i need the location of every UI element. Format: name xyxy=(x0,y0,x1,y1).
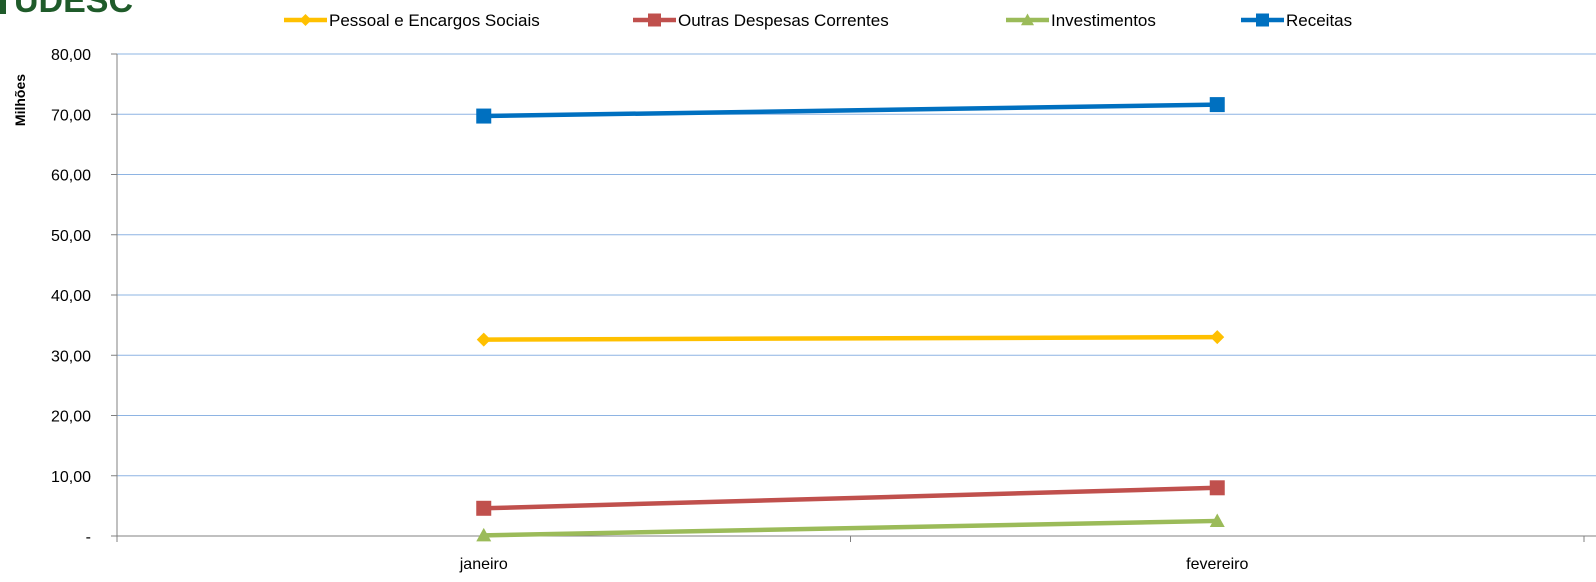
x-tick-labels: janeiro fevereiro xyxy=(459,556,1249,573)
legend-label: Investimentos xyxy=(1051,11,1156,30)
data-point xyxy=(476,108,492,124)
legend-item: Outras Despesas Correntes xyxy=(633,11,889,30)
logo: UDESC xyxy=(0,0,133,20)
y-tick-label: 20,00 xyxy=(51,409,91,426)
y-tick-label: 80,00 xyxy=(51,47,91,64)
series xyxy=(476,330,1225,347)
series-line xyxy=(483,102,1218,119)
y-axis-label: Milhões xyxy=(12,74,28,126)
series-line xyxy=(483,485,1218,511)
series-group xyxy=(476,97,1225,542)
gridlines xyxy=(117,53,1596,477)
y-tick-label: 70,00 xyxy=(51,107,91,124)
legend-swatch-marker xyxy=(648,13,661,27)
legend-label: Outras Despesas Correntes xyxy=(678,11,889,30)
legend: Pessoal e Encargos Sociais Outras Despesa… xyxy=(284,11,1352,30)
legend-label: Pessoal e Encargos Sociais xyxy=(329,11,540,30)
data-point xyxy=(1210,330,1225,345)
legend-item: Receitas xyxy=(1241,11,1352,30)
data-point xyxy=(1209,97,1225,113)
y-tick-label: 40,00 xyxy=(51,288,91,305)
series xyxy=(476,480,1225,516)
y-tick-label: - xyxy=(86,529,91,546)
data-point xyxy=(476,332,491,347)
legend-swatch-marker xyxy=(299,14,312,26)
legend-swatch-marker xyxy=(1021,13,1034,26)
legend-item: Pessoal e Encargos Sociais xyxy=(284,11,540,30)
axes xyxy=(111,53,1596,542)
y-tick-label: 60,00 xyxy=(51,168,91,185)
logo-text: UDESC xyxy=(14,0,133,20)
logo-mark xyxy=(0,0,6,14)
y-tick-label: 50,00 xyxy=(51,228,91,245)
x-tick-label: fevereiro xyxy=(1186,556,1248,573)
data-point xyxy=(476,527,492,542)
y-tick-label: 30,00 xyxy=(51,348,91,365)
legend-swatch-marker xyxy=(1256,13,1269,27)
data-point xyxy=(476,500,492,516)
y-tick-labels: - 10,00 20,00 30,00 40,00 50,00 60,00 70,00 80,0… xyxy=(51,47,91,546)
series xyxy=(476,513,1225,542)
legend-item: Investimentos xyxy=(1006,11,1156,30)
series xyxy=(476,97,1225,124)
y-tick-label: 10,00 xyxy=(51,469,91,486)
legend-label: Receitas xyxy=(1286,11,1352,30)
x-tick-label: janeiro xyxy=(459,556,508,573)
series-line xyxy=(483,518,1218,538)
data-point xyxy=(1209,480,1225,496)
series-line xyxy=(483,334,1218,342)
data-point xyxy=(1209,513,1225,527)
